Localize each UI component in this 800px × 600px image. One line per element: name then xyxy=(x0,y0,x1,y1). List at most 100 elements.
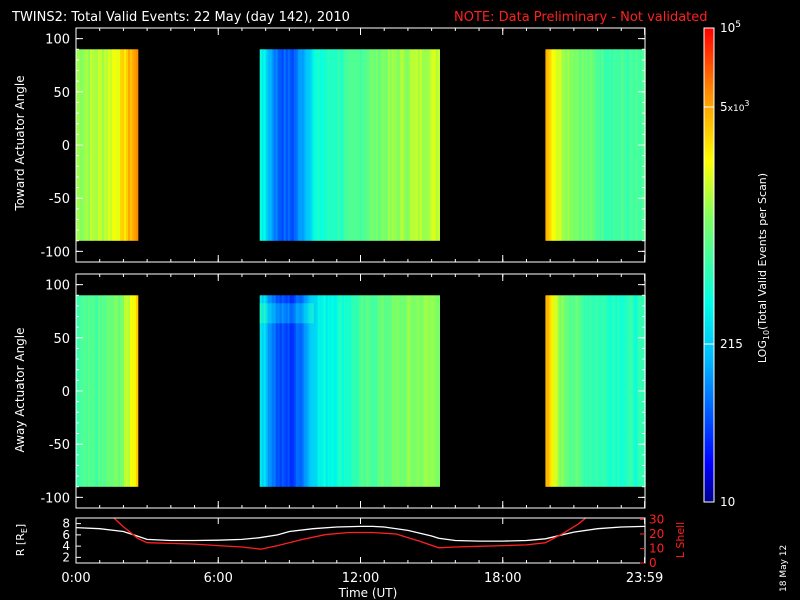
heatmap-column xyxy=(301,49,304,241)
heatmap-column xyxy=(114,49,117,241)
heatmap-column xyxy=(625,49,628,241)
heatmap-column xyxy=(335,49,338,241)
heatmap-column xyxy=(289,49,292,241)
heatmap-column xyxy=(411,49,414,241)
heatmap-band xyxy=(265,303,268,324)
heatmap-column xyxy=(597,49,600,241)
heatmap-column xyxy=(333,295,336,487)
heatmap-column xyxy=(82,49,85,241)
heatmap-column xyxy=(259,295,262,487)
heatmap-column xyxy=(409,49,412,241)
heatmap-column xyxy=(395,49,398,241)
heatmap-column xyxy=(363,295,366,487)
heatmap-column xyxy=(307,49,310,241)
heatmap-column xyxy=(104,49,107,241)
heatmap-column xyxy=(411,295,414,487)
heatmap-column xyxy=(96,295,99,487)
heatmap-column xyxy=(134,49,137,241)
heatmap-column xyxy=(132,295,135,487)
heatmap-column xyxy=(581,295,584,487)
heatmap-column xyxy=(349,295,352,487)
heatmap-column xyxy=(435,49,438,241)
lshell-ylabel: L Shell xyxy=(674,522,687,558)
heatmap-band xyxy=(289,303,292,324)
heatmap-column xyxy=(269,49,272,241)
heatmap-column xyxy=(423,295,426,487)
heatmap-column xyxy=(285,49,288,241)
heatmap-column xyxy=(573,295,576,487)
heatmap-column xyxy=(595,295,598,487)
r-series-line xyxy=(76,525,645,542)
heatmap-column xyxy=(84,49,87,241)
heatmap-column xyxy=(116,49,119,241)
heatmap-column xyxy=(122,295,125,487)
colorbar-scale xyxy=(703,27,715,503)
heatmap-column xyxy=(124,49,127,241)
heatmap-column xyxy=(313,49,316,241)
heatmap-band xyxy=(279,303,282,324)
heatmap-column xyxy=(383,49,386,241)
heatmap-column xyxy=(343,49,346,241)
time-xlabel: Time (UT) xyxy=(338,586,398,600)
heatmap-column xyxy=(345,295,348,487)
heatmap-column xyxy=(591,49,594,241)
heatmap-column xyxy=(567,295,570,487)
ytick-label: 6 xyxy=(62,528,70,542)
y2tick-label: 20 xyxy=(649,527,664,541)
heatmap-column xyxy=(345,49,348,241)
heatmap-column xyxy=(365,295,368,487)
heatmap-column xyxy=(277,295,280,487)
heatmap-column xyxy=(635,49,638,241)
heatmap-band xyxy=(269,303,272,324)
heatmap-column xyxy=(419,295,422,487)
heatmap-column xyxy=(281,49,284,241)
heatmap-column xyxy=(285,295,288,487)
heatmap-column xyxy=(403,295,406,487)
heatmap-column xyxy=(309,49,312,241)
heatmap-column xyxy=(311,49,314,241)
plot-title: TWINS2: Total Valid Events: 22 May (day … xyxy=(11,10,350,25)
heatmap-column xyxy=(603,295,606,487)
heatmap-column xyxy=(549,295,552,487)
away-angle-panel: 100 50 0 -50 -100 xyxy=(40,273,646,509)
ytick-label: 0 xyxy=(62,139,70,154)
heatmap-column xyxy=(98,295,101,487)
heatmap-column xyxy=(347,49,350,241)
heatmap-column xyxy=(413,295,416,487)
heatmap-column xyxy=(571,49,574,241)
heatmap-column xyxy=(359,295,362,487)
heatmap-column xyxy=(557,295,560,487)
heatmap-column xyxy=(557,49,560,241)
heatmap-column xyxy=(417,49,420,241)
heatmap-column xyxy=(401,49,404,241)
xtick-label: 6:00 xyxy=(204,571,233,586)
heatmap-segment xyxy=(76,49,139,241)
heatmap-column xyxy=(90,295,93,487)
heatmap-column xyxy=(130,49,133,241)
heatmap-column xyxy=(321,49,324,241)
heatmap-band xyxy=(301,303,304,324)
heatmap-column xyxy=(295,49,298,241)
heatmap-column xyxy=(126,49,129,241)
ytick-label: -100 xyxy=(40,245,70,260)
heatmap-column xyxy=(327,295,330,487)
heatmap-column xyxy=(379,295,382,487)
heatmap-column xyxy=(293,295,296,487)
heatmap-column xyxy=(415,49,418,241)
heatmap-column xyxy=(102,49,105,241)
heatmap-column xyxy=(565,295,568,487)
heatmap-column xyxy=(355,295,358,487)
heatmap-column xyxy=(120,49,123,241)
heatmap-column xyxy=(431,49,434,241)
heatmap-column xyxy=(437,295,440,487)
heatmap-column xyxy=(303,49,306,241)
heatmap-column xyxy=(563,295,566,487)
xtick-label: 12:00 xyxy=(342,571,379,586)
heatmap-column xyxy=(295,295,298,487)
heatmap-column xyxy=(108,295,111,487)
heatmap-column xyxy=(265,49,268,241)
heatmap-column xyxy=(365,49,368,241)
heatmap-column xyxy=(567,49,570,241)
y2tick-label: 10 xyxy=(649,541,664,555)
